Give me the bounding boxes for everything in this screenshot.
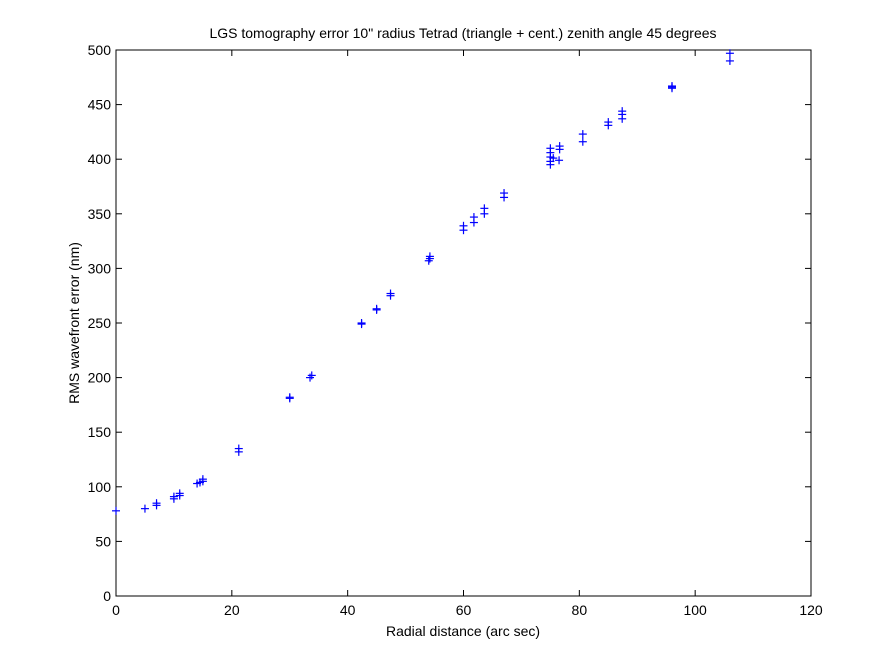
y-tick-label: 300 xyxy=(88,260,112,276)
x-tick-label: 60 xyxy=(456,602,472,618)
x-tick-label: 80 xyxy=(572,602,588,618)
data-point xyxy=(169,492,178,501)
data-point xyxy=(546,144,555,153)
data-point xyxy=(500,189,509,198)
data-point xyxy=(175,489,184,498)
data-point xyxy=(285,393,294,402)
x-tick-label: 40 xyxy=(340,602,356,618)
tick-labels: 0 20 40 60 80 100 120 0 50 100 150 200 250 300 350 400 4… xyxy=(88,42,823,618)
y-tick-label: 250 xyxy=(88,315,112,331)
data-point xyxy=(578,130,587,139)
data-point xyxy=(618,107,627,116)
x-tick-label: 0 xyxy=(112,602,120,618)
data-point xyxy=(549,154,558,163)
data-point xyxy=(152,499,161,508)
y-tick-label: 200 xyxy=(88,370,112,386)
x-tick-label: 20 xyxy=(224,602,240,618)
data-point xyxy=(386,289,395,298)
y-tick-label: 100 xyxy=(88,479,112,495)
y-tick-label: 350 xyxy=(88,206,112,222)
data-point xyxy=(357,319,366,327)
plot-area xyxy=(115,49,812,597)
data-point xyxy=(372,304,381,313)
data-point xyxy=(604,118,613,127)
y-tick-label: 400 xyxy=(88,151,112,167)
data-point xyxy=(140,504,149,513)
data-point xyxy=(234,444,243,453)
y-axis-title: RMS wavefront error (nm) xyxy=(66,242,82,404)
x-tick-label: 120 xyxy=(799,602,823,618)
data-point xyxy=(578,137,587,146)
data-point xyxy=(198,475,207,484)
data-point xyxy=(725,56,734,65)
data-point xyxy=(555,142,564,151)
data-point xyxy=(480,204,489,213)
data-point xyxy=(459,221,468,230)
y-tick-label: 450 xyxy=(88,97,112,113)
data-point xyxy=(555,156,564,165)
data-point xyxy=(112,506,120,515)
chart-title: LGS tomography error 10" radius Tetrad (… xyxy=(209,25,716,41)
y-tick-label: 150 xyxy=(88,424,112,440)
y-tick-label: 50 xyxy=(95,533,111,549)
data-point xyxy=(668,82,676,91)
axis-ticks xyxy=(115,49,812,597)
x-axis-title: Radial distance (arc sec) xyxy=(386,623,540,639)
data-point xyxy=(425,252,434,261)
data-points xyxy=(112,49,734,515)
y-tick-label: 0 xyxy=(103,588,111,604)
data-point xyxy=(307,371,316,380)
y-tick-label: 500 xyxy=(88,42,112,58)
data-point xyxy=(725,49,734,58)
x-tick-label: 100 xyxy=(683,602,707,618)
data-point xyxy=(469,213,478,222)
